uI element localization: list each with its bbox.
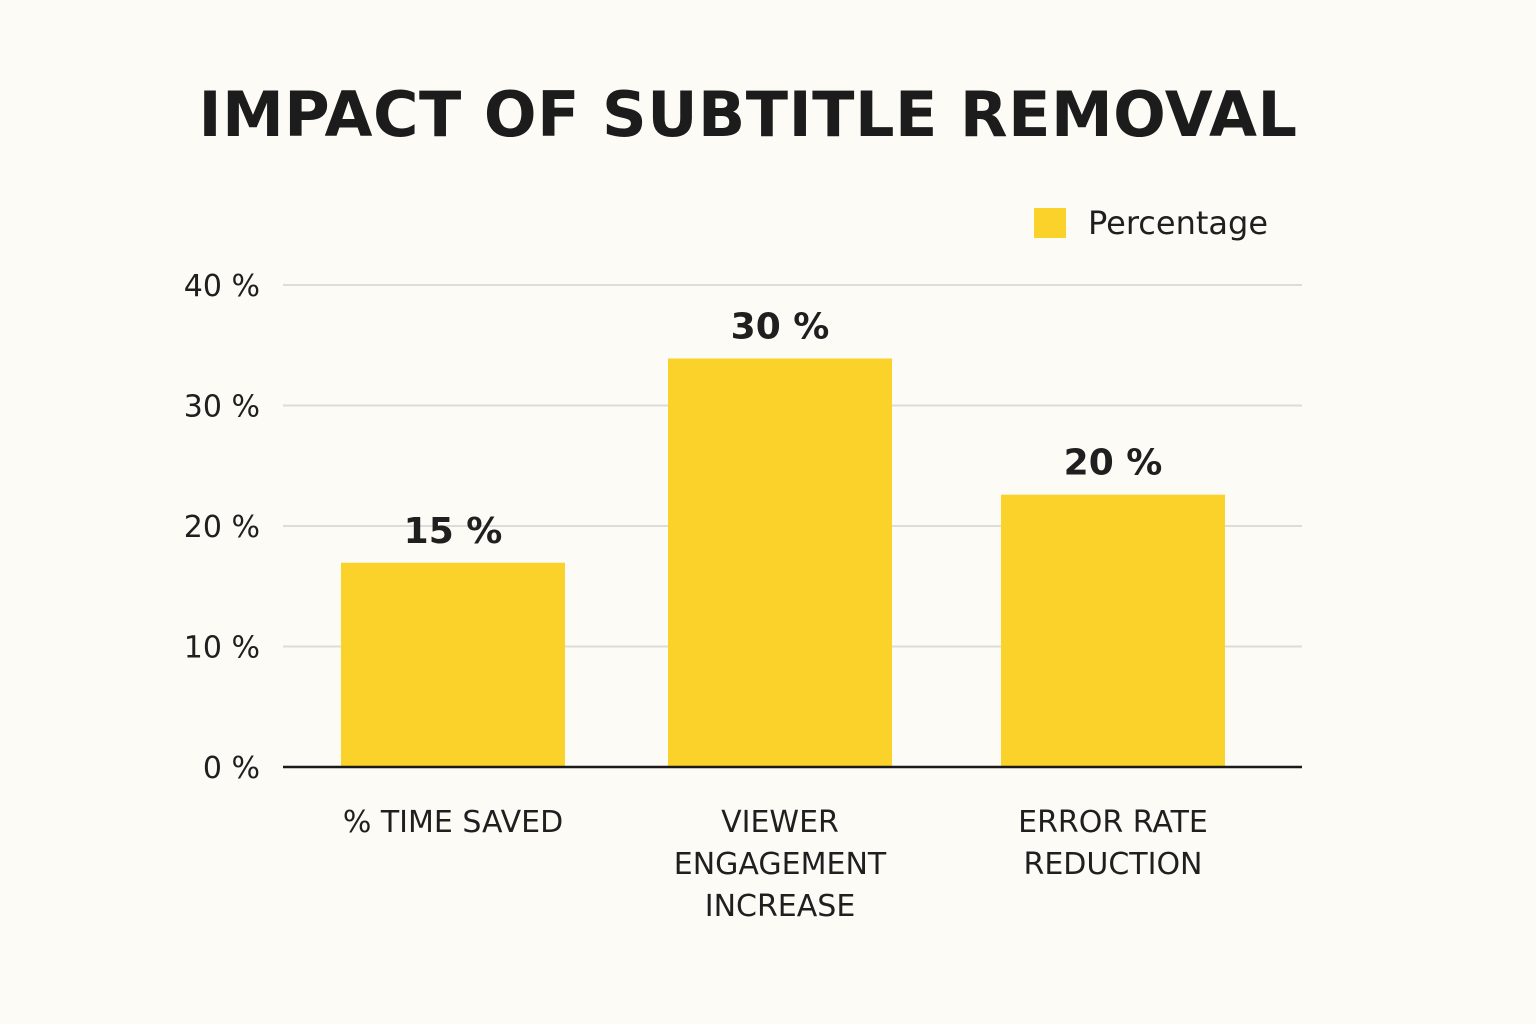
- bar: [341, 562, 565, 767]
- category-label: ERROR RATE: [1018, 805, 1208, 840]
- category-label: INCREASE: [705, 889, 856, 924]
- category-label: ENGAGEMENT: [674, 847, 887, 882]
- bar: [668, 358, 892, 767]
- y-tick-label: 10 %: [184, 631, 260, 666]
- bar-value-label: 30 %: [731, 307, 830, 348]
- category-label: REDUCTION: [1023, 847, 1202, 882]
- y-tick-label: 40 %: [184, 269, 260, 304]
- y-tick-label: 20 %: [184, 510, 260, 545]
- legend-swatch: [1034, 208, 1066, 238]
- value-labels: 15 % 30 % 20 %: [404, 307, 1163, 552]
- category-labels: % TIME SAVED VIEWER ENGAGEMENT INCREASE ERRO…: [343, 805, 1208, 924]
- bar-value-label: 15 %: [404, 511, 503, 552]
- bar: [1001, 494, 1225, 767]
- category-label: % TIME SAVED: [343, 805, 563, 840]
- y-axis-ticks: 0 % 10 % 20 % 30 % 40 %: [184, 269, 260, 786]
- category-label: VIEWER: [721, 805, 839, 840]
- chart-title: IMPACT OF SUBTITLE REMOVAL: [198, 78, 1298, 151]
- y-tick-label: 0 %: [203, 751, 260, 786]
- legend: Percentage: [1034, 204, 1268, 242]
- bars: [341, 358, 1225, 767]
- bar-value-label: 20 %: [1064, 443, 1163, 484]
- legend-label: Percentage: [1088, 204, 1268, 242]
- y-tick-label: 30 %: [184, 390, 260, 425]
